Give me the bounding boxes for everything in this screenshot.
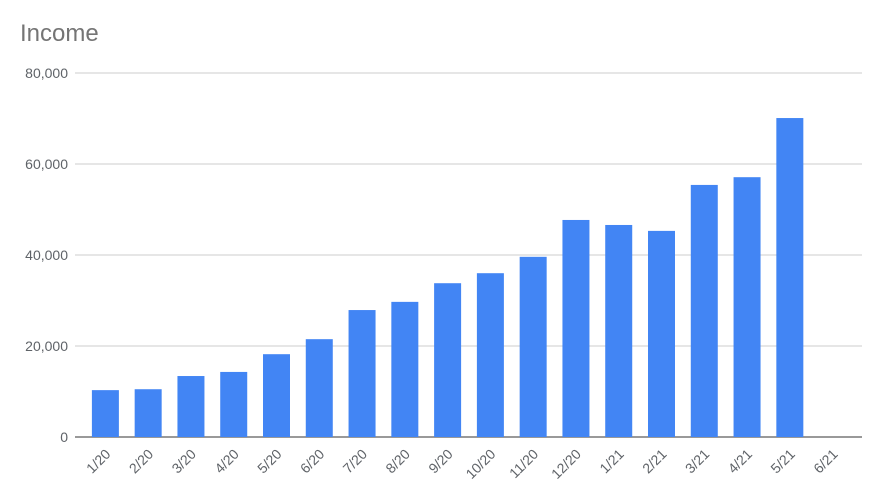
x-tick-label: 6/20 — [297, 446, 328, 477]
y-tick-label: 80,000 — [25, 65, 68, 81]
x-tick-label: 3/21 — [682, 446, 713, 477]
x-tick-label: 8/20 — [382, 446, 413, 477]
x-tick-label: 2/21 — [639, 446, 670, 477]
y-tick-label: 60,000 — [25, 156, 68, 172]
bar — [391, 301, 419, 437]
bar — [348, 310, 376, 437]
bar — [562, 219, 590, 437]
bar — [519, 256, 547, 437]
bar — [605, 224, 633, 437]
x-tick-label: 5/21 — [767, 446, 798, 477]
x-tick-label: 4/21 — [725, 446, 756, 477]
bar — [220, 371, 248, 437]
bar — [434, 283, 462, 437]
x-tick-label: 4/20 — [211, 446, 242, 477]
x-tick-label: 12/20 — [548, 446, 584, 482]
bar — [776, 118, 804, 438]
bar — [91, 390, 119, 437]
bar — [177, 376, 205, 437]
bar — [648, 230, 675, 437]
x-tick-label: 10/20 — [462, 446, 498, 482]
x-tick-label: 5/20 — [254, 446, 285, 477]
x-tick-label: 7/20 — [340, 446, 371, 477]
bar — [263, 354, 290, 437]
y-tick-label: 20,000 — [25, 338, 68, 354]
y-tick-label: 40,000 — [25, 247, 68, 263]
x-tick-label: 1/21 — [596, 446, 627, 477]
x-tick-label: 1/20 — [83, 446, 114, 477]
x-tick-label: 9/20 — [425, 446, 456, 477]
bar — [690, 184, 718, 437]
bar — [134, 389, 162, 437]
y-tick-label: 0 — [60, 429, 68, 445]
x-tick-label: 2/20 — [126, 446, 157, 477]
x-tick-label: 3/20 — [168, 446, 199, 477]
x-tick-label: 11/20 — [506, 446, 542, 482]
x-tick-label: 6/21 — [810, 446, 841, 477]
chart-title: Income — [20, 20, 99, 47]
bar — [476, 273, 504, 437]
bar — [305, 339, 333, 437]
bar — [733, 177, 761, 437]
